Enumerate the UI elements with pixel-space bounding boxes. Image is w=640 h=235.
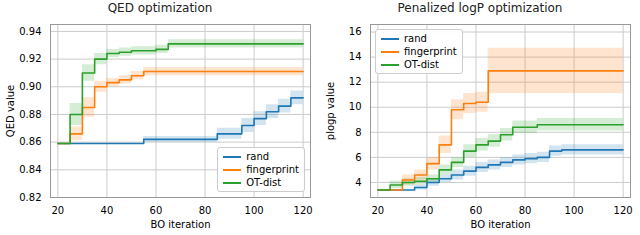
svg-text:20: 20 (371, 205, 384, 216)
svg-text:80: 80 (199, 205, 212, 216)
svg-text:QED value: QED value (5, 85, 16, 137)
svg-text:BO iteration: BO iteration (151, 219, 211, 230)
svg-text:0.82: 0.82 (19, 192, 41, 203)
svg-text:100: 100 (565, 205, 584, 216)
svg-text:0.84: 0.84 (19, 164, 41, 175)
svg-text:40: 40 (421, 205, 434, 216)
svg-text:80: 80 (519, 205, 532, 216)
svg-text:10: 10 (349, 101, 362, 112)
svg-text:0.88: 0.88 (19, 109, 41, 120)
svg-text:0.90: 0.90 (19, 81, 41, 92)
svg-text:120: 120 (294, 205, 313, 216)
svg-text:14: 14 (349, 51, 362, 62)
html-text:rand: rand (246, 151, 270, 162)
html-text:OT-dist: OT-dist (404, 59, 439, 70)
svg-text:60: 60 (470, 205, 483, 216)
svg-text:0.92: 0.92 (19, 53, 41, 64)
svg-text:12: 12 (349, 76, 362, 87)
svg-text:120: 120 (614, 205, 633, 216)
html-text:fingerprint: fingerprint (404, 46, 457, 57)
svg-text:60: 60 (150, 205, 163, 216)
html-text:Penalized logP optimization: Penalized logP optimization (397, 1, 563, 15)
svg-text:20: 20 (51, 205, 64, 216)
svg-text:plogp value: plogp value (325, 82, 336, 140)
svg-text:100: 100 (245, 205, 264, 216)
html-text:rand: rand (404, 33, 427, 44)
svg-text:0.86: 0.86 (19, 136, 41, 147)
html-text:OT-dist: OT-dist (246, 177, 282, 188)
svg-text:16: 16 (349, 26, 362, 37)
html-text:fingerprint: fingerprint (246, 164, 299, 175)
svg-text:0.94: 0.94 (19, 26, 41, 37)
svg-text:4: 4 (355, 177, 361, 188)
svg-text:8: 8 (355, 127, 361, 138)
svg-text:6: 6 (355, 152, 361, 163)
html-text:QED optimization: QED optimization (107, 1, 213, 15)
svg-text:BO iteration: BO iteration (471, 219, 531, 230)
svg-text:40: 40 (101, 205, 114, 216)
